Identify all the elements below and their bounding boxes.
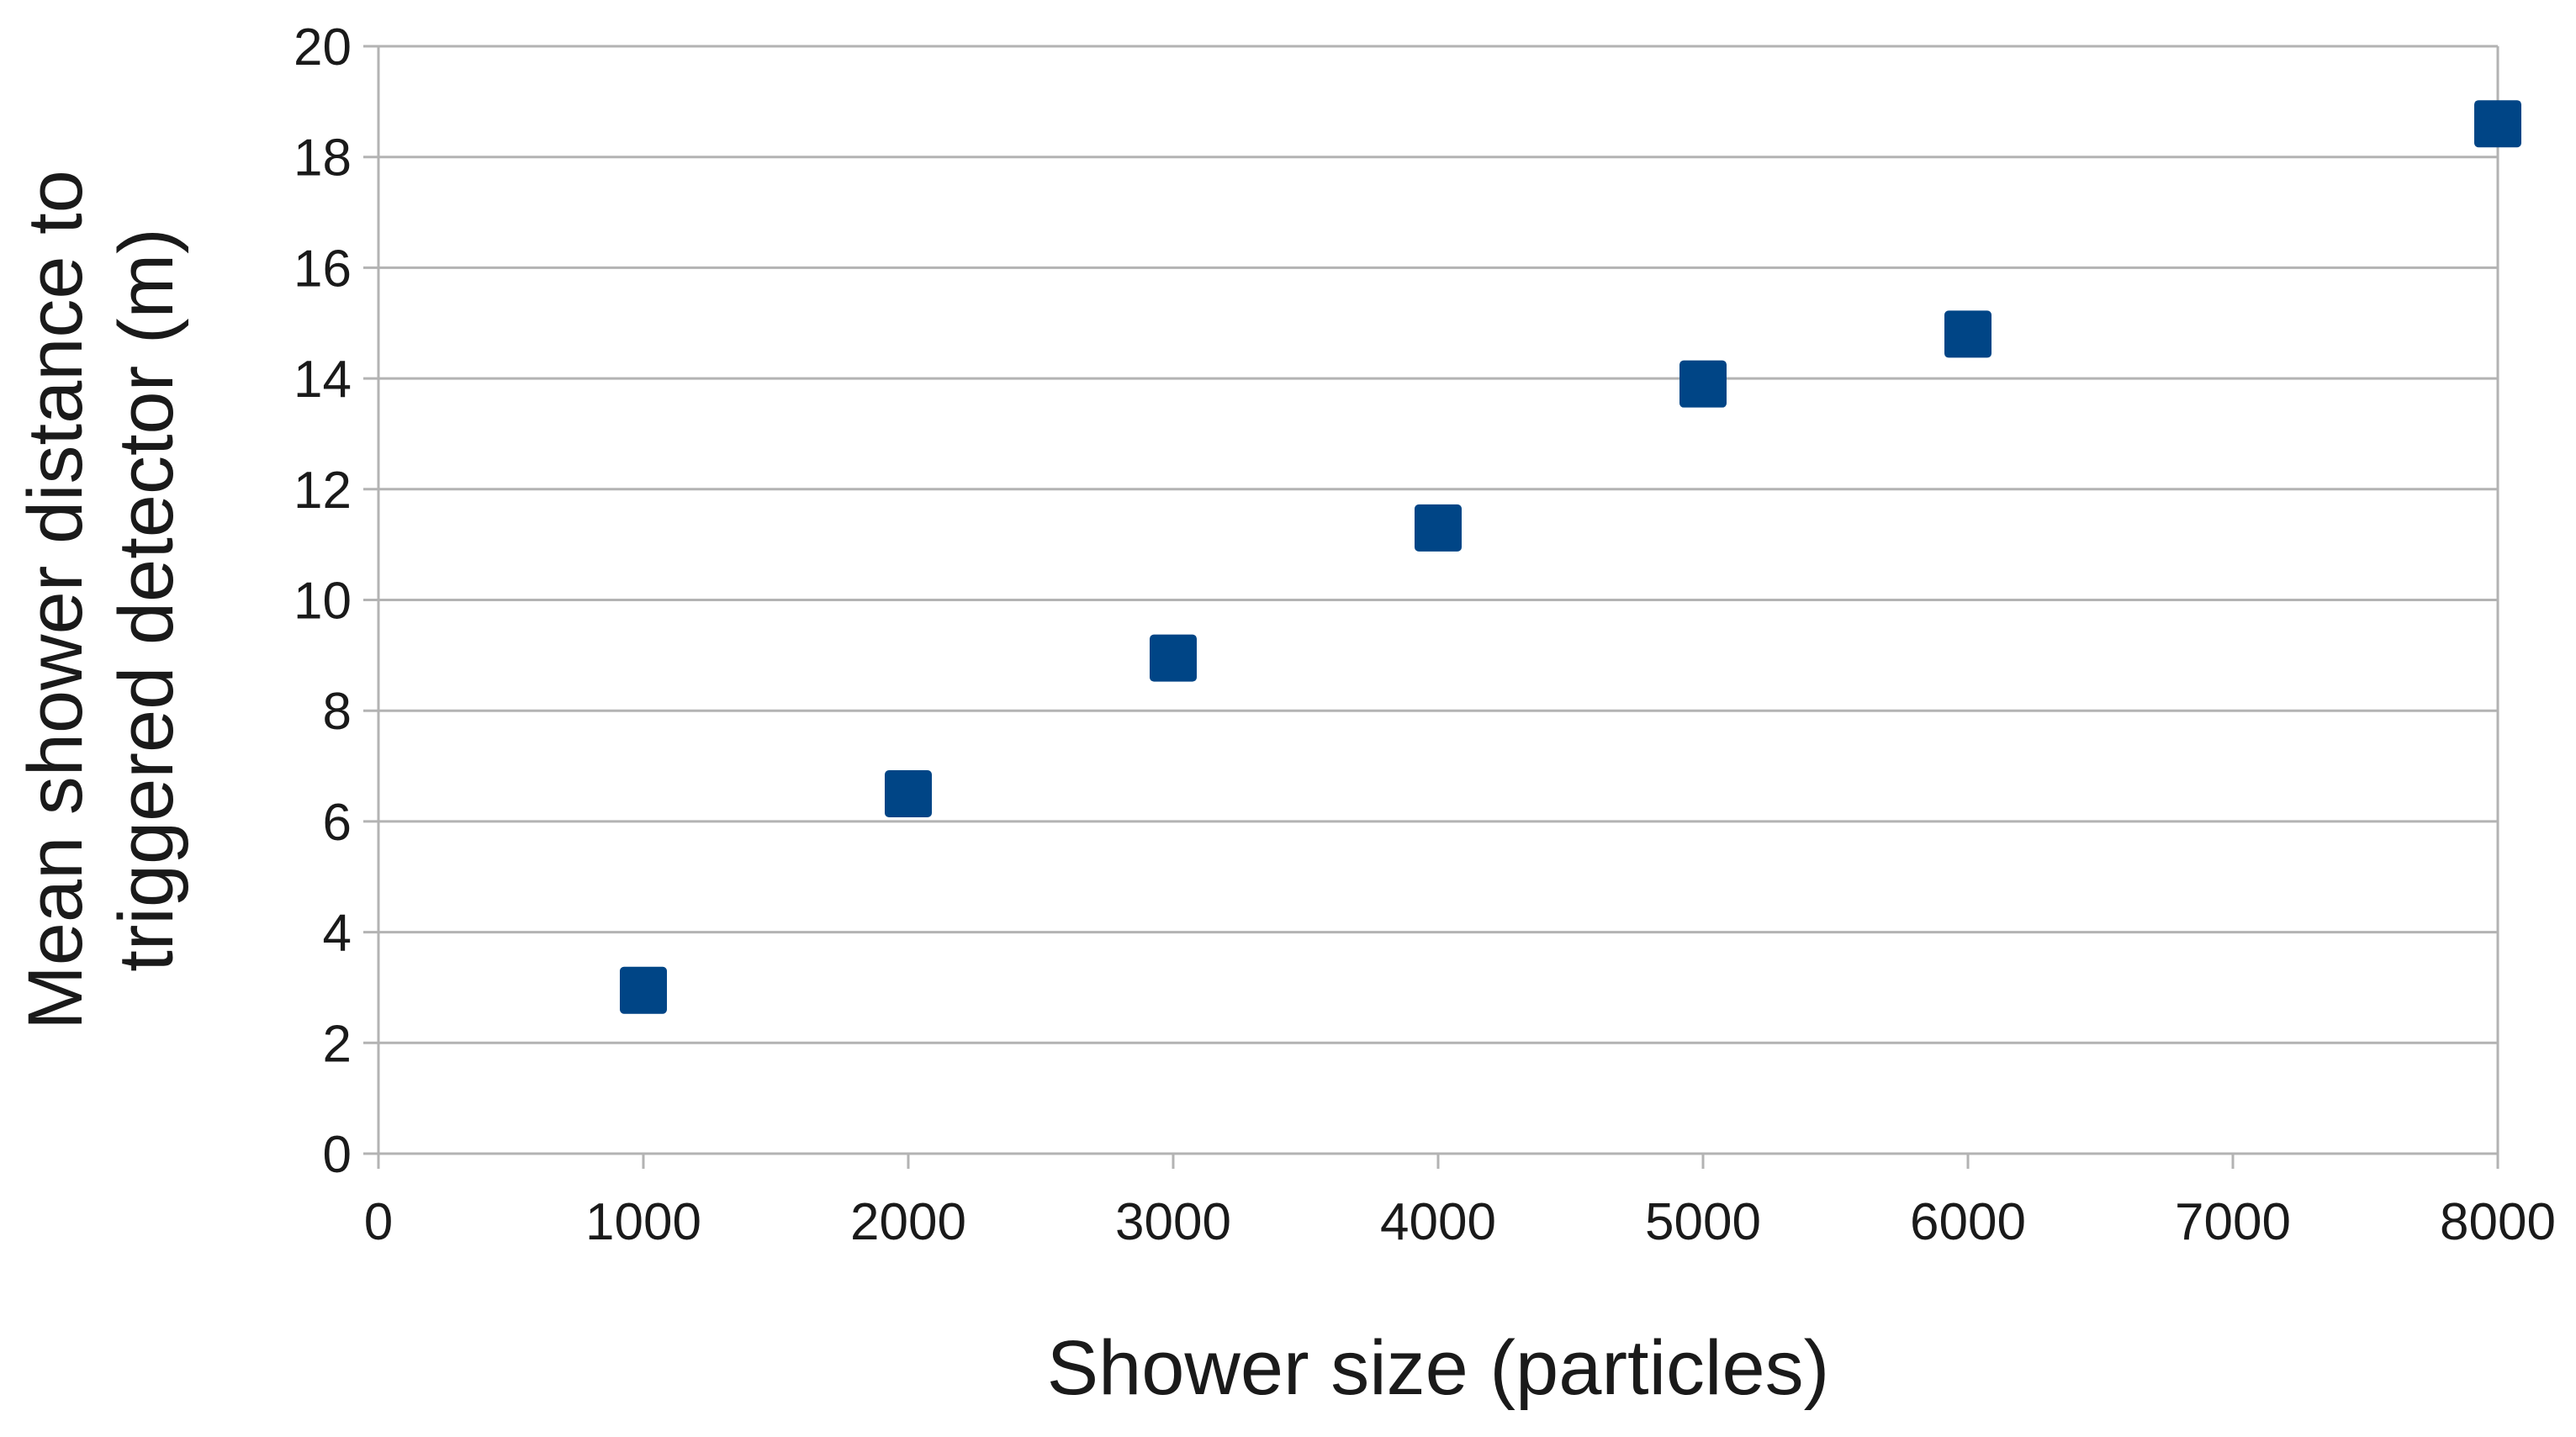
data-point [1415,504,1462,552]
y-tick-label: 16 [294,240,352,298]
y-axis-title: Mean shower distance to triggered detect… [13,170,189,1030]
y-tick-label: 12 [294,462,352,520]
data-point [1944,310,1992,358]
y-tick-label: 6 [323,794,352,852]
y-axis-title-line-1: Mean shower distance to [13,170,98,1030]
x-tick-label: 0 [364,1193,393,1251]
x-tick-label: 1000 [585,1193,701,1251]
y-tick-label: 2 [323,1015,352,1073]
x-tick-label: 4000 [1380,1193,1496,1251]
y-tick-label: 0 [323,1126,352,1184]
axes [363,45,2499,1169]
y-tick-label: 20 [294,18,352,77]
tick-labels: 0 2 4 6 8 10 12 14 16 18 20 0 1000 2000 3000 4000 5000 60… [294,18,2556,1251]
data-point [1679,360,1727,408]
x-tick-label: 6000 [1910,1193,2026,1251]
grid-lines [378,45,2498,1044]
data-point [2474,100,2521,148]
data-point [1150,634,1197,682]
y-tick-label: 10 [294,573,352,631]
y-tick-label: 8 [323,683,352,741]
x-tick-label: 7000 [2175,1193,2291,1251]
x-tick-label: 3000 [1115,1193,1231,1251]
y-tick-label: 14 [294,351,352,409]
data-point [620,966,667,1014]
y-tick-label: 18 [294,129,352,188]
x-tick-label: 8000 [2440,1193,2556,1251]
x-axis-title: Shower size (particles) [1047,1325,1830,1411]
data-points [620,100,2521,1014]
y-tick-label: 4 [323,905,352,963]
y-axis-title-line-2: triggered detector (m) [103,228,189,972]
data-point [885,769,932,817]
x-tick-label: 5000 [1645,1193,1761,1251]
x-tick-label: 2000 [850,1193,966,1251]
